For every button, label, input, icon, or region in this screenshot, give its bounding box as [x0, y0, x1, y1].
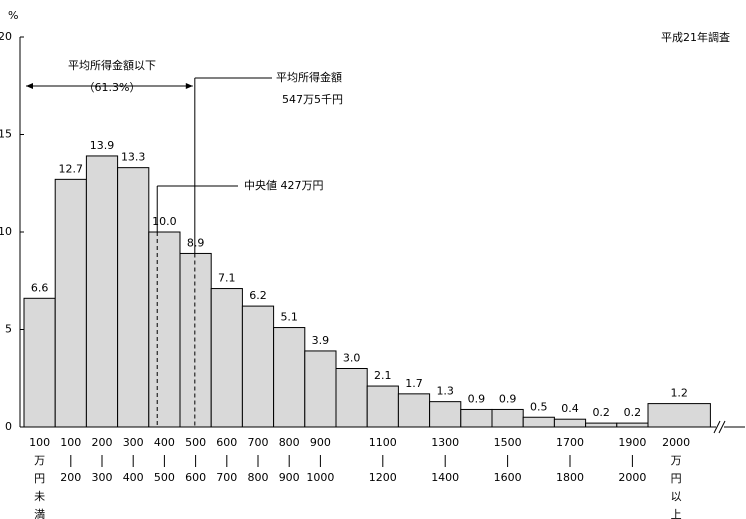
bar	[179, 252, 212, 428]
value-label: 12.7	[59, 162, 84, 175]
value-label: 0.9	[468, 392, 486, 405]
x-tick-label: 1800	[556, 471, 584, 484]
x-tick-label: 400	[123, 471, 144, 484]
x-tick-label: 600	[216, 436, 237, 449]
bar	[585, 422, 618, 428]
x-tick-label: 100	[60, 436, 81, 449]
value-label: 13.3	[121, 151, 146, 164]
x-tick-label: 500	[185, 436, 206, 449]
bar	[366, 385, 399, 428]
value-label: 0.9	[499, 392, 517, 405]
value-label: 10.0	[152, 215, 177, 228]
x-tick-label: 600	[185, 471, 206, 484]
x-tick-label: 200	[60, 471, 81, 484]
x-tick-label: 700	[248, 436, 269, 449]
x-tick-label: 2000	[618, 471, 646, 484]
mean-label: 平均所得金額	[276, 70, 342, 84]
value-label: 1.7	[405, 377, 423, 390]
x-tick-label: 100	[29, 436, 50, 449]
bar	[522, 416, 555, 428]
value-label: 0.4	[561, 402, 579, 415]
bar	[148, 231, 181, 428]
mean-amount: 547万5千円	[282, 93, 343, 106]
bar	[397, 393, 431, 428]
x-tick-label: 満	[34, 508, 45, 519]
value-label: 5.1	[280, 311, 298, 324]
bar	[647, 403, 711, 428]
x-tick-label: 1100	[369, 436, 397, 449]
x-tick-label: 300	[92, 471, 113, 484]
value-label: 3.0	[343, 352, 361, 365]
x-tick-label: 1500	[494, 436, 522, 449]
bar	[460, 408, 493, 428]
x-tick-label: 1600	[494, 471, 522, 484]
x-tick-label: 万	[34, 454, 45, 467]
x-tick-label: 900	[279, 471, 300, 484]
x-tick-label: 800	[248, 471, 269, 484]
bar	[85, 155, 119, 428]
value-label: 1.3	[436, 385, 454, 398]
bar	[335, 368, 368, 428]
bar	[616, 422, 649, 428]
survey-note: 平成21年調査	[661, 30, 730, 44]
bar	[491, 408, 524, 428]
bar	[273, 327, 306, 428]
value-label: 13.9	[90, 139, 115, 152]
y-tick-label: 15	[0, 128, 12, 141]
y-tick-label: 10	[0, 225, 12, 238]
x-tick-label: 上	[671, 508, 682, 519]
x-tick-label: 1300	[431, 436, 459, 449]
value-label: 6.2	[249, 289, 267, 302]
x-tick-label: 1400	[431, 471, 459, 484]
below-share: （61.3%）	[84, 81, 141, 94]
value-label: 3.9	[312, 334, 330, 347]
x-tick-label: 円	[671, 472, 682, 485]
x-tick-label: 400	[154, 436, 175, 449]
x-tick-label: 300	[123, 436, 144, 449]
bar	[429, 401, 462, 428]
below-label: 平均所得金額以下	[68, 58, 156, 72]
value-label: 2.1	[374, 369, 392, 382]
x-tick-label: 2000	[662, 436, 690, 449]
x-tick-label: 1200	[369, 471, 397, 484]
bar	[553, 418, 587, 428]
bar	[54, 178, 87, 428]
x-tick-label: 未	[34, 490, 45, 503]
median-label: 中央値 427万円	[244, 179, 324, 192]
x-tick-label: 万	[671, 454, 682, 467]
x-tick-label: 500	[154, 471, 175, 484]
value-label: 8.9	[187, 236, 205, 249]
x-tick-label: 700	[216, 471, 237, 484]
y-tick-label: 0	[5, 420, 12, 433]
bar	[23, 297, 56, 428]
x-tick-label: 1700	[556, 436, 584, 449]
value-label: 0.2	[624, 406, 642, 419]
y-unit: %	[8, 9, 18, 22]
axis-break	[713, 420, 726, 434]
y-tick-label: 5	[5, 323, 12, 336]
value-label: 6.6	[31, 281, 49, 294]
x-tick-label: 円	[34, 472, 45, 485]
y-tick-label: 20	[0, 30, 12, 43]
x-tick-label: 1000	[306, 471, 334, 484]
value-label: 0.5	[530, 400, 548, 413]
x-tick-label: 1900	[618, 436, 646, 449]
x-tick-label: 900	[310, 436, 331, 449]
bar	[117, 167, 150, 428]
x-tick-label: 200	[92, 436, 113, 449]
x-tick-label: 800	[279, 436, 300, 449]
value-label: 7.1	[218, 272, 236, 285]
x-tick-label: 以	[671, 490, 682, 503]
bar	[210, 288, 243, 428]
value-label: 1.2	[670, 387, 688, 400]
bar	[304, 350, 337, 428]
value-label: 0.2	[592, 406, 610, 419]
bar	[241, 305, 275, 428]
